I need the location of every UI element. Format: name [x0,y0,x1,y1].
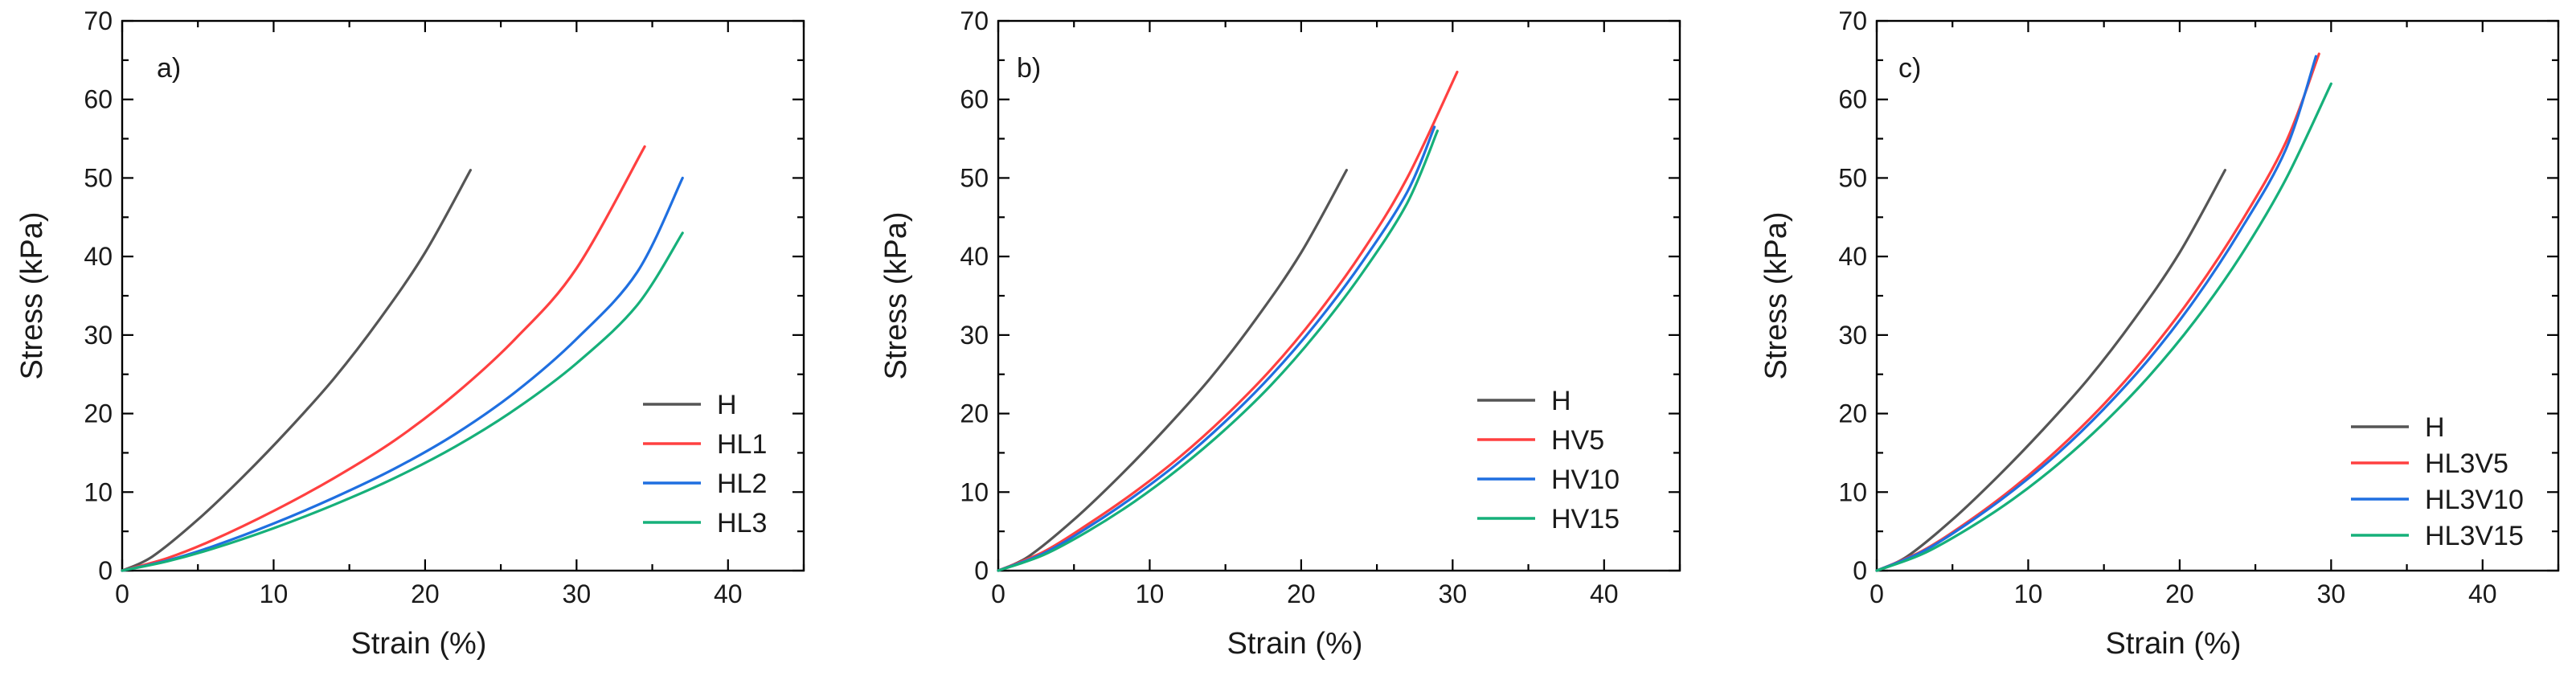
y-tick-label: 0 [974,556,989,585]
y-axis-title: Stress (kPa) [879,211,913,379]
x-tick-label: 40 [1590,579,1619,608]
x-tick-label: 10 [260,579,289,608]
y-tick-label: 60 [960,85,989,114]
series-line-h [1875,169,2227,572]
x-tick-label: 40 [2468,579,2497,608]
legend-label-hl3v15: HL3V15 [2425,521,2524,551]
y-tick-label: 40 [84,242,113,271]
series-line-hl3v15 [1875,82,2332,572]
y-tick-label: 20 [84,399,113,428]
y-tick-label: 0 [1853,556,1867,585]
y-tick-label: 30 [960,321,989,350]
legend-label-hl1: HL1 [717,429,767,460]
y-tick-label: 60 [1838,85,1867,114]
legend-label-hl3: HL3 [717,508,767,538]
x-axis-title: Strain (%) [1227,627,1363,661]
y-tick-label: 20 [960,399,989,428]
series-line-hl3v10 [1875,55,2318,572]
legend: H HL3V5 HL3V10 HL3V15 [2351,412,2524,551]
x-tick-label: 0 [991,579,1005,608]
legend-label-hl3v5: HL3V5 [2425,448,2508,479]
series-line-hv10 [997,125,1436,572]
x-axis-title: Strain (%) [351,627,487,661]
y-tick-label: 40 [960,242,989,271]
x-tick-label: 30 [1439,579,1468,608]
y-axis-title: Stress (kPa) [15,211,49,379]
chart-panel-3: 0 10 20 30 40 0 10 20 30 40 50 60 70 Strain (%) Stress… [1759,6,2560,661]
series-line-h [997,169,1349,572]
x-tick-label: 40 [714,579,743,608]
x-tick-label: 0 [115,579,129,608]
y-tick-label: 30 [84,321,113,350]
y-tick-label: 40 [1838,242,1867,271]
y-tick-label: 50 [84,163,113,192]
x-tick-label: 0 [1870,579,1884,608]
legend-label-hl3v10: HL3V10 [2425,485,2524,515]
y-tick-label: 0 [98,556,113,585]
series-line-hl3v5 [1875,52,2320,572]
series-line-hv5 [997,70,1459,572]
legend-label-hv15: HV15 [1551,504,1620,534]
y-tick-label: 10 [84,477,113,506]
legend-label-hl2: HL2 [717,469,767,499]
y-tick-label: 30 [1838,321,1867,350]
x-tick-label: 20 [1287,579,1316,608]
series-line-hl3 [121,231,684,572]
y-tick-label: 20 [1838,399,1867,428]
plot-frame [121,19,805,572]
x-axis-title: Strain (%) [2106,627,2242,661]
legend: H HL1 HL2 HL3 [643,390,767,538]
panel-label: b) [1017,53,1041,84]
panel-label: c) [1898,53,1921,84]
y-axis-title: Stress (kPa) [1759,211,1793,379]
y-tick-label: 70 [960,6,989,35]
series-line-hl2 [121,176,684,572]
x-tick-label: 30 [563,579,592,608]
series-line-hv15 [997,129,1440,572]
x-tick-label: 10 [1136,579,1165,608]
y-tick-label: 60 [84,85,113,114]
x-tick-label: 20 [411,579,440,608]
y-tick-label: 10 [960,477,989,506]
x-tick-label: 30 [2317,579,2346,608]
x-tick-label: 20 [2165,579,2194,608]
y-tick-label: 70 [84,6,113,35]
chart-panel-2: 0 10 20 30 40 0 10 20 30 40 50 60 70 Strain (%) Stress… [879,6,1681,661]
chart-panel-1: 0 10 20 30 40 0 10 20 30 40 50 60 70 Strain (%) Stress… [15,6,805,661]
legend-label-h: H [1551,386,1571,416]
series-line-h [121,169,473,572]
panel-label: a) [157,53,181,84]
y-tick-label: 10 [1838,477,1867,506]
legend-label-h: H [2425,412,2445,443]
legend: H HV5 HV10 HV15 [1477,386,1620,534]
x-tick-label: 10 [2014,579,2043,608]
y-tick-label: 50 [1838,163,1867,192]
y-tick-label: 70 [1838,6,1867,35]
legend-label-hv10: HV10 [1551,465,1620,495]
y-tick-label: 50 [960,163,989,192]
legend-label-hv5: HV5 [1551,425,1604,456]
legend-label-h: H [717,390,737,420]
series-line-hl1 [121,145,646,572]
